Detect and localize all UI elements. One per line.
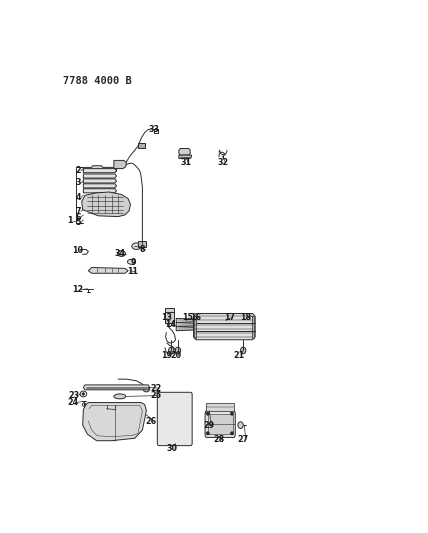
Bar	[194, 316, 196, 338]
Text: 16: 16	[190, 313, 202, 322]
Text: 11: 11	[128, 267, 139, 276]
Bar	[208, 415, 233, 434]
Text: 8: 8	[140, 245, 145, 254]
Polygon shape	[179, 149, 190, 155]
Bar	[165, 308, 174, 324]
Text: 28: 28	[214, 435, 225, 444]
Ellipse shape	[82, 393, 84, 395]
Ellipse shape	[230, 412, 234, 415]
Text: 5: 5	[76, 218, 81, 227]
Ellipse shape	[230, 432, 234, 435]
Polygon shape	[176, 318, 198, 322]
Polygon shape	[88, 268, 128, 273]
Ellipse shape	[169, 347, 174, 354]
Polygon shape	[83, 166, 116, 172]
Ellipse shape	[88, 385, 92, 390]
Text: 31: 31	[180, 158, 191, 167]
Polygon shape	[176, 327, 198, 330]
Text: 27: 27	[238, 435, 249, 444]
Bar	[138, 143, 145, 148]
Text: 7788 4000 B: 7788 4000 B	[63, 76, 132, 86]
Ellipse shape	[118, 251, 125, 256]
Bar	[252, 316, 254, 338]
Ellipse shape	[238, 422, 243, 429]
Polygon shape	[83, 179, 116, 183]
Polygon shape	[83, 174, 116, 178]
Ellipse shape	[206, 432, 209, 435]
Text: 4: 4	[76, 193, 81, 202]
Bar	[138, 241, 146, 247]
Polygon shape	[83, 402, 146, 441]
Polygon shape	[83, 184, 116, 188]
Polygon shape	[114, 160, 127, 168]
Polygon shape	[176, 322, 198, 327]
Text: 15: 15	[182, 313, 193, 322]
Polygon shape	[83, 189, 116, 193]
Ellipse shape	[143, 386, 150, 392]
Ellipse shape	[241, 347, 246, 354]
Text: 6: 6	[76, 213, 81, 222]
Polygon shape	[82, 192, 131, 216]
Polygon shape	[83, 385, 150, 390]
Ellipse shape	[128, 260, 135, 264]
Text: 30: 30	[167, 445, 178, 454]
FancyBboxPatch shape	[158, 392, 192, 446]
Ellipse shape	[132, 243, 141, 249]
Text: 33: 33	[148, 125, 159, 134]
Text: 18: 18	[241, 313, 251, 322]
Ellipse shape	[206, 412, 209, 415]
Ellipse shape	[175, 347, 181, 354]
Polygon shape	[83, 168, 116, 173]
Text: 22: 22	[151, 384, 162, 393]
Text: 17: 17	[224, 313, 235, 322]
Text: 34: 34	[114, 249, 125, 259]
Polygon shape	[205, 411, 235, 438]
Text: 25: 25	[151, 391, 162, 400]
Text: 29: 29	[203, 422, 214, 431]
Text: 20: 20	[170, 351, 181, 360]
Text: 19: 19	[161, 351, 172, 360]
Ellipse shape	[114, 394, 126, 399]
Text: 24: 24	[67, 399, 78, 407]
Text: 32: 32	[217, 158, 228, 167]
Text: 23: 23	[68, 391, 80, 400]
Text: 1: 1	[67, 216, 72, 225]
Text: 10: 10	[72, 246, 83, 255]
Bar	[206, 402, 234, 411]
Ellipse shape	[137, 385, 142, 390]
Text: 13: 13	[161, 313, 172, 322]
Text: 3: 3	[76, 179, 81, 188]
Text: 21: 21	[233, 351, 244, 360]
Text: 2: 2	[76, 166, 81, 175]
Polygon shape	[179, 155, 191, 158]
Text: 14: 14	[165, 320, 176, 329]
Polygon shape	[193, 313, 255, 340]
Text: 7: 7	[76, 207, 81, 216]
Text: 9: 9	[131, 258, 136, 267]
Text: 26: 26	[146, 416, 157, 425]
Text: 12: 12	[72, 285, 83, 294]
